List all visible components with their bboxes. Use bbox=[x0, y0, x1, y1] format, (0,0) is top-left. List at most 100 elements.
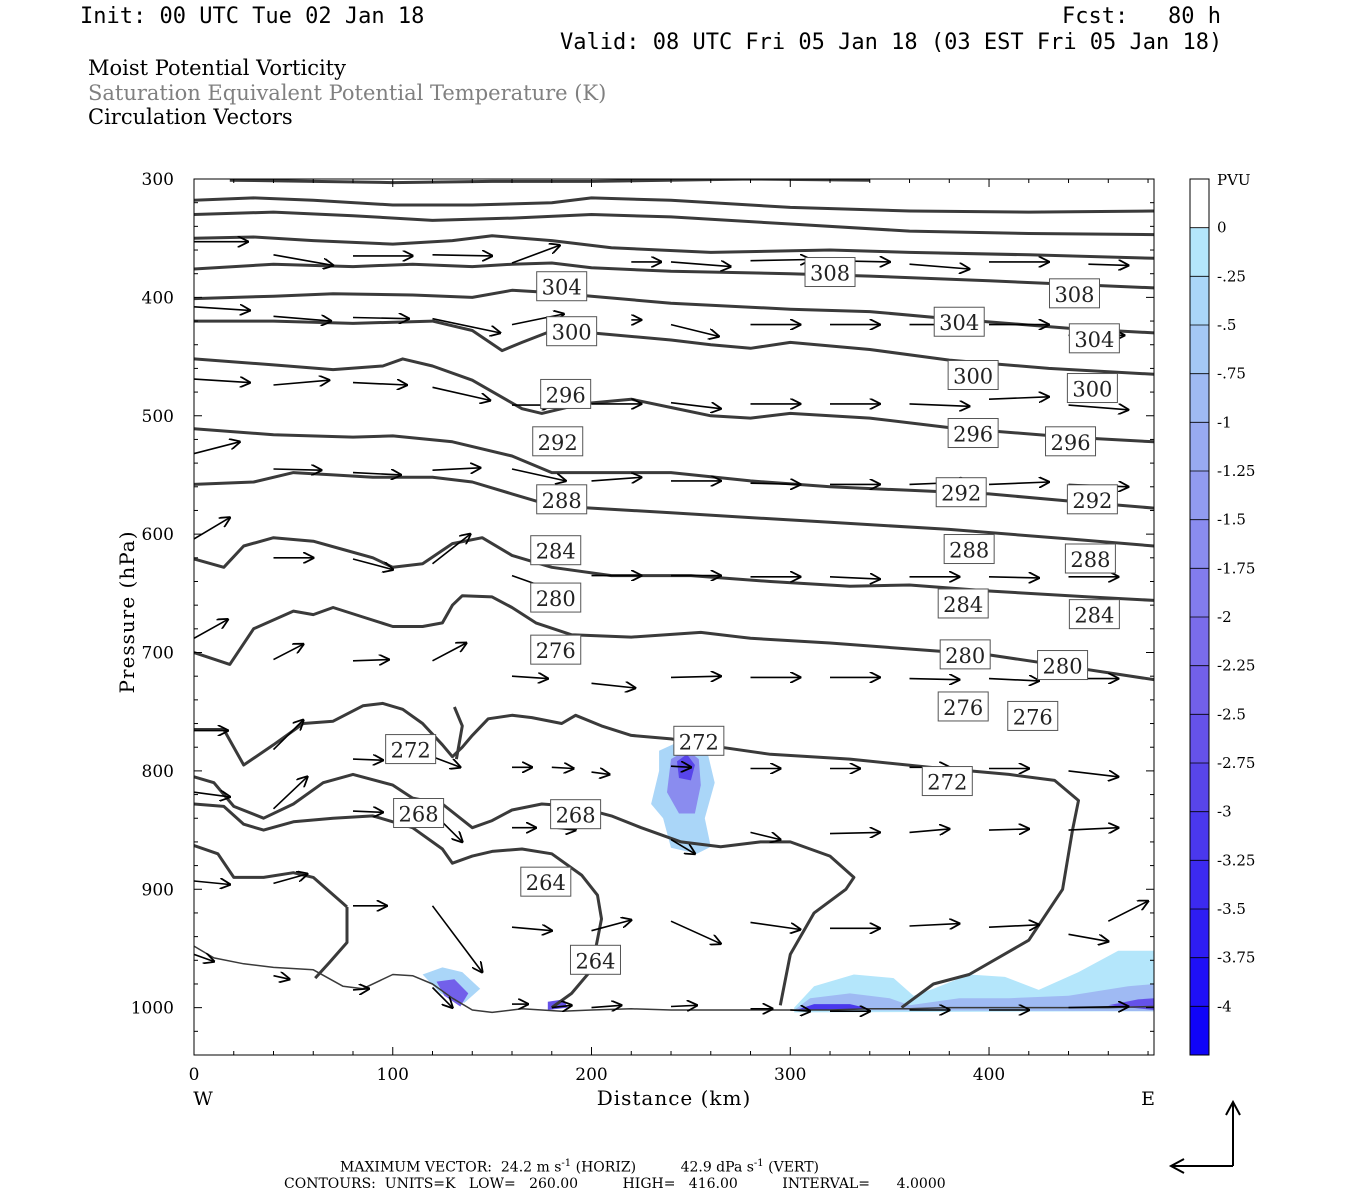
contour-label-box bbox=[536, 271, 588, 302]
contour-264 bbox=[194, 802, 603, 1009]
colorbar-label: -3.5 bbox=[1217, 900, 1246, 918]
colorbar-swatch bbox=[1190, 568, 1209, 618]
pv-blob-left-core bbox=[436, 979, 469, 1007]
theta-es-contours bbox=[194, 179, 1154, 1014]
y-axis-label: Pressure (hPa) bbox=[115, 531, 139, 694]
circulation-vector bbox=[670, 1005, 697, 1006]
contour-272-spur bbox=[453, 706, 464, 760]
contour-label-box bbox=[1048, 278, 1100, 309]
max-vector-line: MAXIMUM VECTOR: 24.2 m s-1 (HORIZ) 42.9 … bbox=[340, 1158, 820, 1176]
colorbar-label: -.5 bbox=[1217, 316, 1236, 334]
contour-label-box bbox=[393, 798, 445, 829]
colorbar-label: -2.25 bbox=[1217, 657, 1255, 675]
circulation-vector bbox=[273, 380, 330, 385]
colorbar-label: -.75 bbox=[1217, 365, 1246, 383]
contour-264b bbox=[194, 844, 349, 909]
circulation-vector bbox=[670, 920, 721, 944]
pv-blob-low-mid bbox=[794, 984, 1154, 1012]
circulation-vector bbox=[194, 518, 230, 540]
circulation-vector bbox=[829, 832, 880, 833]
contour-label: 276 bbox=[1013, 705, 1053, 729]
contour-304 bbox=[194, 288, 1154, 335]
circulation-vector bbox=[352, 811, 383, 812]
circulation-vector bbox=[272, 720, 304, 751]
circulation-vector bbox=[432, 317, 501, 333]
contour-label-box bbox=[385, 734, 437, 765]
circulation-vector bbox=[1068, 933, 1109, 941]
contour-label-box bbox=[943, 534, 995, 565]
colorbar-swatch bbox=[1190, 665, 1209, 715]
contour-label: 264 bbox=[526, 871, 566, 895]
contour-label-box bbox=[937, 691, 989, 722]
circulation-vector bbox=[194, 792, 230, 797]
circulation-vector bbox=[790, 1010, 810, 1011]
contour-label: 292 bbox=[1072, 489, 1112, 513]
contour-label: 308 bbox=[810, 262, 850, 286]
y-tick-label: 700 bbox=[142, 644, 174, 664]
circulation-vector bbox=[909, 404, 970, 406]
circulation-vector bbox=[670, 838, 695, 854]
circulation-vector bbox=[431, 905, 483, 972]
contour-label-box bbox=[1066, 373, 1118, 404]
contour-labels: 304 300 296 292 288 284 280 276 272 268 268 264 264 2… bbox=[385, 257, 1120, 975]
contour-label-box bbox=[569, 944, 621, 975]
colorbar-label: 0 bbox=[1217, 219, 1227, 237]
contour-label-box bbox=[532, 426, 584, 457]
contour-label: 276 bbox=[536, 639, 576, 663]
title-vectors: Circulation Vectors bbox=[88, 105, 293, 129]
contour-label: 292 bbox=[538, 431, 578, 455]
contour-312b bbox=[194, 196, 1154, 214]
x-axis-label: Distance (km) bbox=[597, 1086, 752, 1110]
contour-272 bbox=[194, 701, 1080, 1009]
circulation-vector bbox=[750, 921, 801, 929]
colorbar-swatch bbox=[1190, 227, 1209, 277]
circulation-vector bbox=[988, 829, 1029, 830]
circulation-vector bbox=[352, 473, 401, 475]
circulation-vector bbox=[909, 829, 950, 833]
circulation-vector bbox=[988, 577, 1039, 578]
contour-label: 288 bbox=[542, 489, 582, 513]
circulation-vector bbox=[750, 831, 781, 839]
colorbar-swatch bbox=[1190, 179, 1209, 228]
contour-label: 304 bbox=[1074, 328, 1114, 352]
y-tick-label: 600 bbox=[142, 525, 174, 545]
circulation-vector bbox=[432, 386, 491, 400]
circulation-vector bbox=[670, 323, 719, 337]
circulation-vector bbox=[352, 383, 407, 385]
colorbar-swatch bbox=[1190, 325, 1209, 374]
y-tick-label: 400 bbox=[142, 288, 174, 308]
colorbar-label: -3.25 bbox=[1217, 851, 1255, 869]
contour-label: 300 bbox=[953, 365, 993, 389]
colorbar-label: -2.75 bbox=[1217, 754, 1255, 772]
circulation-vector bbox=[431, 986, 453, 1008]
contour-label: 288 bbox=[949, 539, 989, 563]
y-tick-label: 500 bbox=[142, 407, 174, 427]
circulation-vector bbox=[352, 558, 393, 570]
circulation-vector bbox=[352, 759, 383, 760]
colorbar-label: -3.75 bbox=[1217, 949, 1255, 967]
contour-label-box bbox=[1066, 484, 1118, 515]
colorbar-swatch bbox=[1190, 909, 1209, 958]
x-east-label: E bbox=[1141, 1088, 1155, 1110]
circulation-vector bbox=[988, 925, 1039, 927]
contour-label-box bbox=[804, 257, 856, 288]
circulation-vector bbox=[352, 989, 369, 990]
circulation-vector bbox=[591, 920, 632, 932]
circulation-vector bbox=[432, 255, 493, 256]
contour-284 bbox=[194, 536, 1154, 602]
contour-label-box bbox=[530, 535, 582, 566]
contour-label: 280 bbox=[945, 644, 985, 668]
contour-label: 264 bbox=[575, 949, 615, 973]
circulation-vector bbox=[273, 316, 332, 321]
circulation-vector bbox=[352, 318, 409, 319]
circulation-vector bbox=[988, 482, 1049, 484]
circulation-vector bbox=[511, 314, 564, 326]
contour-label-box bbox=[947, 360, 999, 391]
circulation-vector bbox=[273, 874, 308, 885]
forecast-hour: Fcst: 80 h bbox=[1062, 4, 1221, 29]
circulation-vector bbox=[1068, 405, 1129, 410]
contour-280 bbox=[194, 594, 1154, 682]
x-tick-label: 400 bbox=[973, 1065, 1005, 1085]
colorbar-swatch bbox=[1190, 957, 1209, 1007]
contour-label-box bbox=[937, 588, 989, 619]
